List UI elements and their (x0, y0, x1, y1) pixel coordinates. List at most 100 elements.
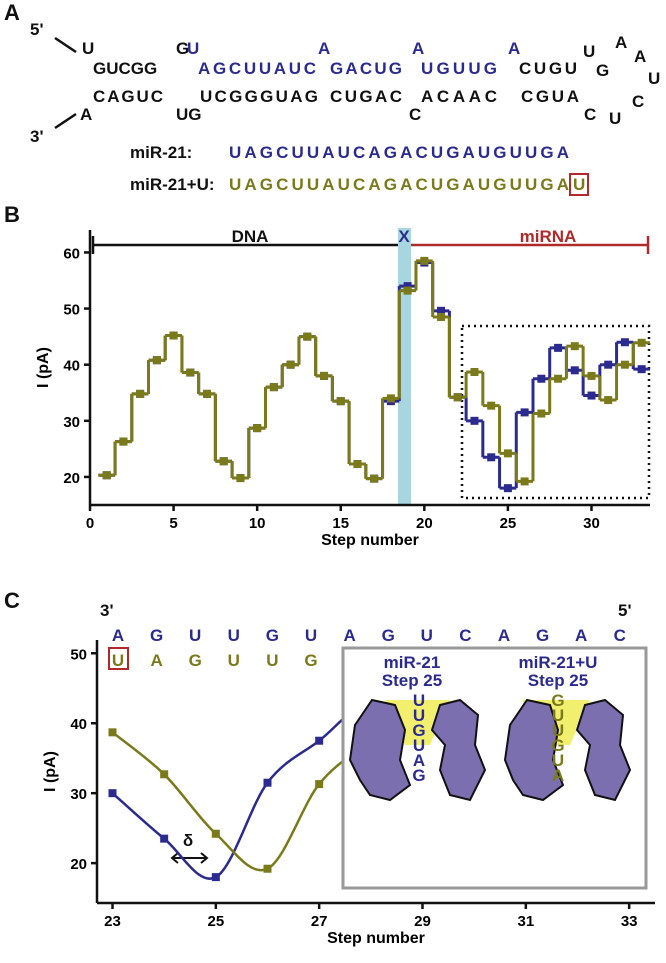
marker (537, 409, 546, 418)
base: GACUG (330, 59, 402, 78)
base: C (584, 105, 596, 124)
marker (203, 389, 212, 398)
base: A (575, 626, 587, 645)
pore-base: U (413, 691, 425, 710)
marker (136, 389, 145, 398)
x-tick-label: 29 (414, 913, 431, 930)
marker (336, 397, 345, 406)
marker (587, 371, 596, 380)
marker (102, 471, 111, 480)
base: UGUUG (421, 59, 497, 78)
added-base-box (108, 647, 129, 670)
base: U (305, 626, 317, 645)
y-tick-label: 40 (63, 358, 80, 375)
three-prime: 3' (30, 127, 44, 146)
x-tick-label: 0 (86, 515, 94, 532)
three-prime: 3' (100, 601, 114, 620)
base: C (632, 92, 644, 111)
marker (570, 342, 579, 351)
marker (520, 408, 529, 417)
base: C (409, 105, 421, 124)
base: A (412, 39, 424, 58)
marker (108, 728, 117, 737)
base: G (596, 61, 609, 80)
base: UCGGGUAG (200, 87, 318, 106)
seq-label: miR-21: (130, 143, 192, 162)
protein (503, 698, 565, 802)
marker (604, 360, 613, 369)
marker (453, 393, 462, 402)
marker (470, 416, 479, 425)
base: CUGU (519, 59, 577, 78)
marker (186, 368, 195, 377)
x-tick-label: 10 (249, 515, 266, 532)
pore-base: A (552, 766, 564, 785)
marker (169, 331, 178, 340)
pore-base: U (413, 736, 425, 755)
marker (620, 338, 629, 347)
marker (152, 356, 161, 365)
marker (211, 873, 220, 882)
span-label: DNA (232, 227, 269, 246)
base: A (80, 105, 92, 124)
base: U (112, 651, 124, 670)
marker (554, 374, 563, 383)
protein (348, 698, 412, 802)
y-tick-label: 60 (63, 245, 80, 262)
marker (403, 282, 412, 291)
base: C (614, 626, 626, 645)
pore-base: G (412, 766, 425, 785)
base: A (508, 39, 520, 58)
base: A (150, 651, 162, 670)
x-tick-label: 5 (169, 515, 177, 532)
marker (236, 474, 245, 483)
y-axis-title: I (pA) (35, 347, 52, 388)
base: U (421, 626, 433, 645)
delta: δ (183, 831, 193, 850)
base: G (266, 626, 279, 645)
strand-end (54, 112, 77, 130)
base: G (189, 651, 202, 670)
sequence: UAGCUUAUCAGACUGAUGUUGA (229, 175, 569, 194)
y-tick-label: 50 (70, 646, 87, 663)
marker (160, 770, 169, 779)
base: U (266, 651, 278, 670)
strand-end (54, 36, 77, 54)
zoom-box (460, 324, 651, 500)
panel-label: B (4, 202, 20, 227)
base: U (82, 39, 94, 58)
y-tick-label: 30 (70, 786, 87, 803)
marker (570, 366, 579, 375)
x-tick-label: 33 (621, 913, 638, 930)
base: G (536, 626, 549, 645)
inset-title: miR-21 (384, 653, 441, 672)
x-tick-label: 31 (517, 913, 534, 930)
marker (420, 256, 429, 265)
marker (269, 383, 278, 392)
marker (437, 306, 446, 315)
base: U (189, 626, 201, 645)
marker (503, 449, 512, 458)
inset-title: miR-21+U (519, 653, 598, 672)
inset-step: Step 25 (382, 671, 442, 690)
base: U (228, 651, 240, 670)
y-tick-label: 30 (63, 414, 80, 431)
protein (575, 698, 632, 802)
marker (554, 343, 563, 352)
marker (263, 864, 272, 873)
base: G (176, 39, 189, 58)
marker (320, 371, 329, 380)
marker (487, 401, 496, 410)
pore-base: U (552, 721, 564, 740)
marker (263, 778, 272, 787)
base: U (609, 109, 621, 128)
marker (503, 484, 512, 493)
added-base: U (573, 175, 585, 194)
x-tick-label: 30 (583, 515, 600, 532)
base: A (112, 626, 124, 645)
marker (370, 474, 379, 483)
marker (487, 453, 496, 462)
marker (160, 834, 169, 843)
marker (637, 338, 646, 347)
